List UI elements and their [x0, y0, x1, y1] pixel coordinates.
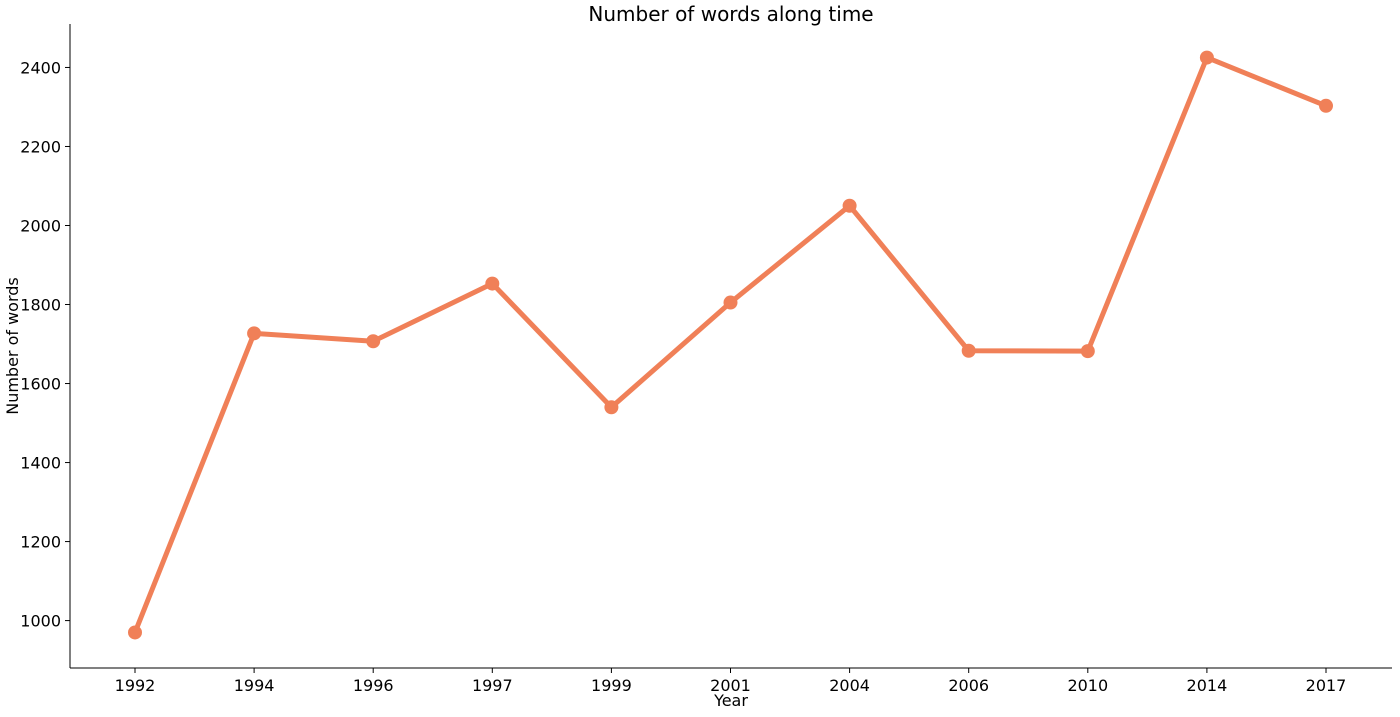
x-tick-label: 1992 — [115, 676, 156, 695]
x-tick-label: 1997 — [472, 676, 513, 695]
y-tick-label: 1600 — [20, 375, 61, 394]
x-axis-title: Year — [713, 691, 748, 710]
x-tick-label: 2014 — [1187, 676, 1228, 695]
series-group — [128, 50, 1333, 640]
y-axis-title: Number of words — [3, 277, 22, 415]
data-point — [1199, 50, 1214, 65]
data-point — [247, 326, 262, 341]
x-tick-label: 2004 — [829, 676, 870, 695]
data-point — [604, 400, 619, 415]
x-tick-label: 1994 — [234, 676, 275, 695]
x-ticks-group: 1992 1994 1996 1997 1999 2001 2004 2006 2010 2014… — [115, 668, 1347, 695]
y-tick-label: 2400 — [20, 58, 61, 77]
data-point — [485, 276, 500, 291]
x-tick-label: 1996 — [353, 676, 394, 695]
y-tick-label: 1800 — [20, 296, 61, 315]
data-point — [366, 334, 381, 349]
y-tick-label: 2000 — [20, 216, 61, 235]
data-point — [128, 625, 142, 640]
y-tick-label: 2200 — [20, 137, 61, 156]
data-point — [723, 295, 738, 310]
data-point — [961, 343, 976, 358]
chart-title: Number of words along time — [588, 2, 873, 26]
y-tick-label: 1400 — [20, 454, 61, 473]
x-tick-label: 2010 — [1067, 676, 1108, 695]
y-tick-label: 1200 — [20, 533, 61, 552]
x-tick-label: 1999 — [591, 676, 632, 695]
data-point — [1080, 344, 1095, 359]
series-line — [132, 55, 1329, 635]
y-tick-label: 1000 — [20, 612, 61, 631]
x-tick-label: 2006 — [948, 676, 989, 695]
x-tick-label: 2017 — [1306, 676, 1347, 695]
data-point — [1319, 98, 1333, 113]
x-tick-label: 2001 — [710, 676, 751, 695]
data-point — [842, 198, 857, 213]
y-ticks-group: 1000 1200 1400 1600 1800 2000 2200 2400 — [20, 58, 70, 631]
